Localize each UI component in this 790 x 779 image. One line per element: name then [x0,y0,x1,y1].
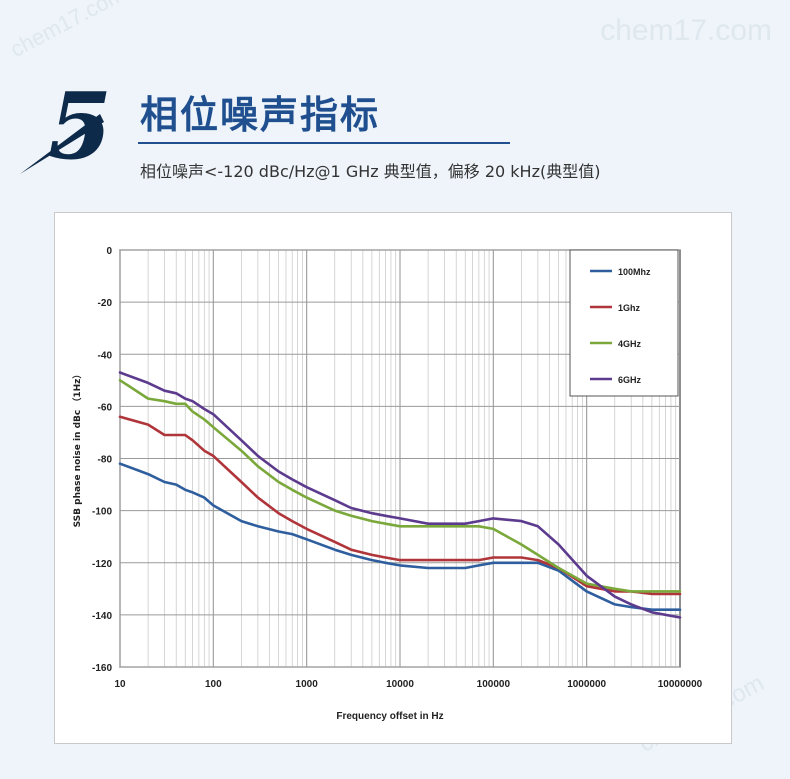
x-tick-label: 100 [205,679,222,690]
legend-label: 4GHz [618,339,642,349]
chart-legend: 100Mhz 1Ghz 4GHz 6GHz [569,249,679,397]
x-tick-label: 1000000 [567,679,606,690]
title-divider [138,142,510,144]
y-tick-label: -100 [92,507,112,518]
legend-label: 6GHz [618,375,642,385]
section-header: 5 相位噪声指标 相位噪声<-120 dBc/Hz@1 GHz 典型值，偏移 2… [0,0,790,210]
y-tick-label: -160 [92,663,112,674]
y-tick-label: -60 [98,402,113,413]
chart-grid [119,249,681,668]
x-tick-label: 1000 [296,679,319,690]
y-tick-label: -20 [98,298,113,309]
chart-series [118,371,682,619]
number-badge: 5 [20,78,112,178]
page-title: 相位噪声指标 [140,93,381,137]
x-tick-label: 100000 [477,679,511,690]
x-tick-label: 10000000 [658,679,703,690]
legend-box [569,249,679,397]
y-tick-label: -120 [92,559,112,570]
page-subtitle: 相位噪声<-120 dBc/Hz@1 GHz 典型值，偏移 20 kHz(典型值… [140,162,601,181]
series-line-100mhz [118,462,682,612]
y-tick-label: -140 [92,611,112,622]
badge-number: 5 [48,78,112,178]
x-tick-label: 10 [114,679,126,690]
legend-label: 1Ghz [618,303,641,313]
y-tick-label: -80 [98,455,113,466]
x-axis-label: Frequency offset in Hz [336,711,443,722]
y-tick-label: 0 [106,246,112,257]
x-tick-label: 10000 [386,679,414,690]
series-line-4ghz [118,379,682,593]
y-axis-label: SSB phase noise in dBc （1Hz） [72,370,83,528]
y-tick-label: -40 [98,350,113,361]
series-line-6ghz [118,371,682,619]
legend-label: 100Mhz [618,267,651,277]
watermark-top: chem17.com [600,14,772,47]
